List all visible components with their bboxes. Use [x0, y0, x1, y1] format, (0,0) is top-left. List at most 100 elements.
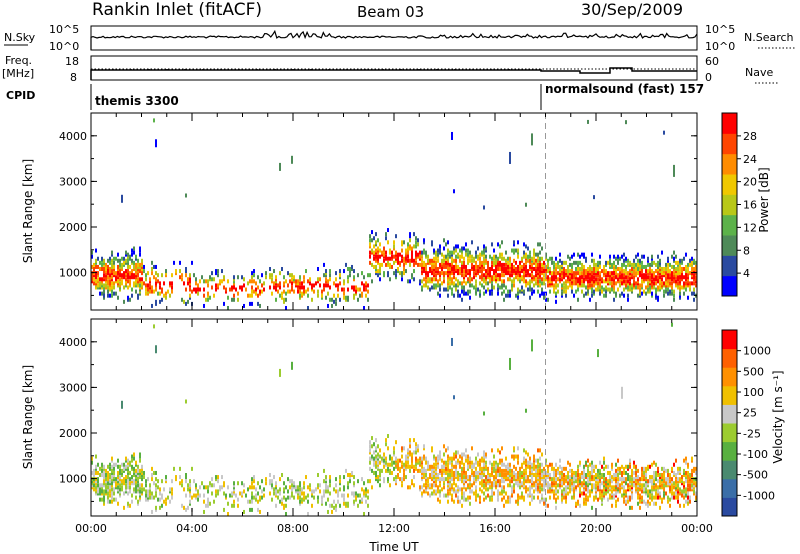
velocity-echo-cell — [101, 485, 103, 490]
velocity-echo-cell — [589, 475, 591, 480]
power-echo-cell — [467, 248, 469, 253]
velocity-echo-cell — [533, 454, 535, 459]
velocity-echo-cell — [505, 468, 507, 473]
power-echo-cell — [523, 273, 525, 278]
velocity-echo-cell — [185, 507, 187, 512]
velocity-echo-cell — [505, 475, 507, 480]
velocity-colorbar-segment — [722, 441, 737, 461]
velocity-echo-cell — [297, 491, 299, 496]
velocity-echo-cell — [451, 464, 453, 469]
power-echo-cell — [133, 267, 135, 272]
power-echo-cell — [125, 283, 127, 288]
power-echo-cell — [111, 277, 113, 282]
power-echo-cell — [511, 287, 513, 292]
velocity-echo-cell — [365, 493, 367, 498]
power-echo-cell — [529, 264, 531, 269]
power-echo-cell — [525, 254, 527, 259]
power-echo-cell — [99, 291, 101, 296]
power-echo-cell — [561, 277, 563, 282]
power-echo-cell — [651, 281, 653, 286]
power-echo-cell — [475, 283, 477, 288]
velocity-echo-cell — [601, 499, 603, 504]
velocity-echo-cell — [693, 489, 695, 494]
velocity-echo-cell — [431, 448, 433, 453]
velocity-echo-cell — [497, 493, 499, 498]
power-echo-cell — [395, 252, 397, 257]
velocity-echo-cell — [471, 460, 473, 465]
velocity-echo-cell — [571, 477, 573, 482]
velocity-echo-cell — [395, 481, 397, 486]
velocity-echo-cell — [455, 466, 457, 471]
power-echo-cell — [169, 293, 171, 298]
power-echo-cell — [149, 285, 151, 290]
power-echo-cell — [489, 277, 491, 282]
power-echo-cell — [427, 254, 429, 259]
power-echo-cell — [681, 260, 683, 265]
power-echo-cell — [579, 275, 581, 280]
power-echo-cell — [637, 293, 639, 298]
velocity-echo-cell — [637, 485, 639, 490]
velocity-echo-cell — [323, 489, 325, 494]
velocity-echo-cell — [433, 477, 435, 482]
power-echo-cell — [695, 283, 697, 288]
velocity-echo-cell — [427, 485, 429, 490]
velocity-echo-cell — [511, 468, 513, 473]
power-echo-cell — [429, 269, 431, 274]
power-echo-cell — [543, 273, 545, 278]
velocity-echo-cell — [513, 475, 515, 480]
power-echo-cell — [599, 291, 601, 296]
power-echo-cell — [251, 279, 253, 284]
power-echo-cell — [693, 260, 695, 265]
power-echo-cell — [621, 277, 623, 282]
velocity-echo-cell — [95, 477, 97, 482]
power-echo-cell — [629, 277, 631, 282]
power-echo-cell — [379, 269, 381, 274]
velocity-echo-cell — [227, 501, 229, 506]
power-echo-cell — [191, 289, 193, 294]
power-echo-cell — [195, 281, 197, 286]
power-echo-cell — [357, 273, 359, 278]
power-echo-cell — [423, 260, 425, 265]
velocity-echo-cell — [517, 460, 519, 465]
velocity-echo-cell — [129, 487, 131, 492]
velocity-echo-cell — [475, 477, 477, 482]
velocity-echo-cell — [207, 503, 209, 508]
power-echo-cell — [363, 275, 365, 280]
power-echo-cell — [427, 271, 429, 276]
velocity-echo-cell — [327, 509, 329, 514]
power-echo-cell — [669, 277, 671, 282]
power-echo-cell — [585, 275, 587, 280]
velocity-echo-cell — [521, 481, 523, 486]
power-echo-cell — [679, 293, 681, 298]
power-echo-cell — [645, 275, 647, 280]
velocity-echo-cell — [445, 466, 447, 471]
power-echo-cell — [141, 277, 143, 282]
velocity-echo-cell — [505, 473, 507, 478]
velocity-echo-cell — [483, 464, 485, 469]
velocity-echo-cell — [139, 485, 141, 490]
velocity-echo-cell — [595, 493, 597, 498]
velocity-colorbar-segment — [722, 348, 737, 368]
velocity-echo-cell — [217, 491, 219, 496]
power-echo-cell — [669, 273, 671, 278]
power-echo-cell — [475, 273, 477, 278]
velocity-echo-cell — [463, 452, 465, 457]
velocity-echo-cell — [605, 491, 607, 496]
power-echo-cell — [343, 279, 345, 284]
velocity-echo-cell — [159, 505, 161, 510]
velocity-echo-cell — [481, 489, 483, 494]
power-echo-cell — [443, 287, 445, 292]
velocity-echo-cell — [671, 468, 673, 473]
velocity-echo-cell — [625, 499, 627, 504]
velocity-echo-cell — [139, 483, 141, 488]
velocity-echo-cell — [427, 483, 429, 488]
power-echo-cell — [439, 248, 441, 253]
power-echo-cell — [435, 285, 437, 290]
velocity-echo-cell — [635, 487, 637, 492]
velocity-echo-cell — [445, 462, 447, 467]
velocity-echo-cell-far — [525, 408, 527, 413]
power-echo-cell — [131, 287, 133, 292]
power-echo-cell — [493, 275, 495, 280]
power-echo-cell — [597, 262, 599, 267]
velocity-echo-cell — [653, 460, 655, 465]
